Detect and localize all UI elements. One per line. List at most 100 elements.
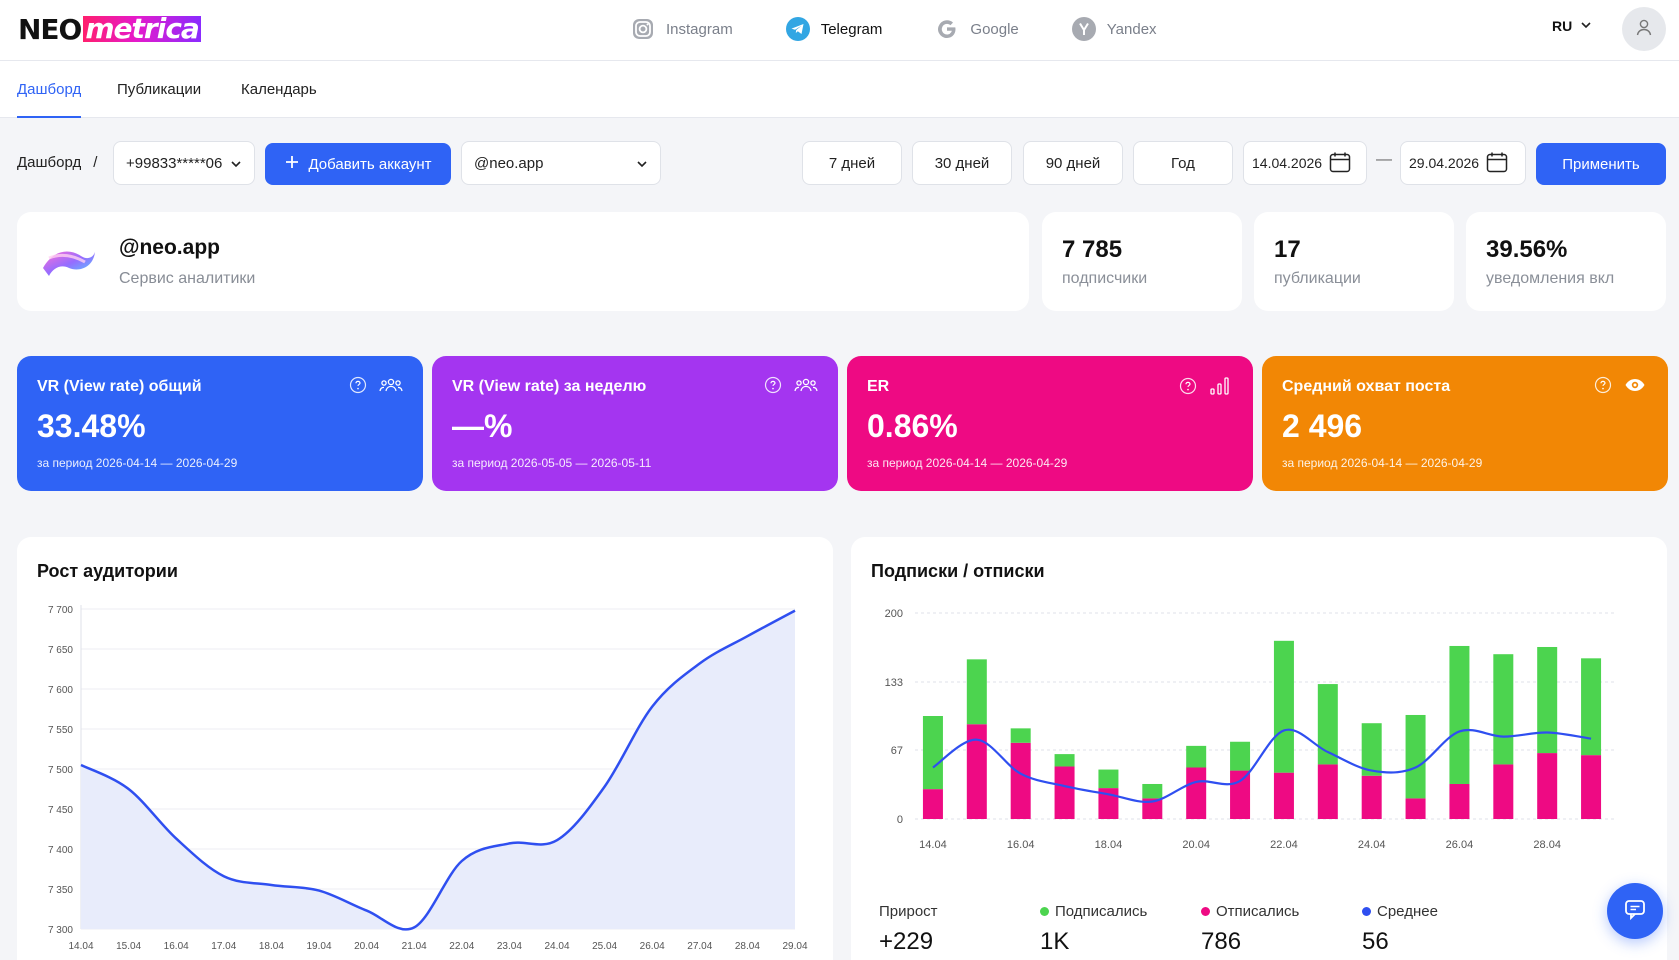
tab-publications[interactable]: Публикации	[117, 81, 202, 98]
platform-instagram[interactable]: Instagram	[630, 14, 733, 44]
nav-tabs: Дашборд Публикации Календарь	[0, 61, 1679, 118]
google-icon	[934, 16, 960, 42]
date-to-value: 29.04.2026	[1409, 155, 1480, 171]
x-tick-label: 26.04	[640, 941, 665, 952]
period-7-days-button[interactable]: 7 дней	[802, 141, 902, 185]
telegram-icon	[785, 16, 811, 42]
x-tick-label: 28.04	[735, 941, 760, 952]
metric-value: —%	[452, 408, 513, 444]
legend-dot	[1362, 907, 1371, 916]
apply-button[interactable]: Применить	[1536, 143, 1666, 185]
add-account-button[interactable]: Добавить аккаунт	[265, 143, 451, 185]
legend-value: +229	[879, 928, 934, 955]
period-30-days-button[interactable]: 30 дней	[912, 141, 1012, 185]
stat-value: 39.56%	[1486, 236, 1568, 263]
bar-unsubscribed	[1054, 766, 1075, 819]
metric-title: VR (View rate) за неделю	[452, 378, 647, 395]
bar-subscribed	[1493, 654, 1514, 765]
legend-dot	[1201, 907, 1210, 916]
metric-period: за период 2026-05-05 — 2026-05-11	[452, 456, 652, 470]
bar-subscribed	[1317, 684, 1338, 765]
y-tick-label: 7 650	[48, 645, 73, 656]
platform-google[interactable]: Google	[934, 14, 1019, 44]
bar-unsubscribed	[1230, 770, 1251, 819]
bar-unsubscribed	[1405, 798, 1426, 819]
growth-chart-title: Рост аудитории	[37, 561, 178, 581]
account-select[interactable]: @neo.app	[461, 141, 661, 185]
bar-unsubscribed	[1537, 753, 1558, 819]
metric-er: ER 0.86% за период 2026-04-14 — 2026-04-…	[847, 356, 1253, 491]
date-range-dash: —	[1376, 151, 1392, 168]
help-icon[interactable]	[1594, 376, 1612, 399]
tab-dashboard[interactable]: Дашборд	[17, 61, 82, 118]
bar-unsubscribed	[1581, 755, 1602, 819]
plus-icon	[284, 154, 300, 174]
legend-subscribed[interactable]: Подписались 1K	[1040, 903, 1147, 956]
bar-unsubscribed	[922, 789, 943, 819]
date-from-value: 14.04.2026	[1252, 155, 1323, 171]
x-tick-label: 14.04	[68, 941, 93, 952]
bar-subscribed	[1054, 754, 1075, 767]
metric-period: за период 2026-04-14 — 2026-04-29	[867, 456, 1068, 470]
y-tick-label: 7 450	[48, 805, 73, 816]
legend-unsubscribed[interactable]: Отписались 786	[1201, 903, 1299, 956]
account-card: @neo.app Сервис аналитики	[17, 212, 1029, 311]
account-value: @neo.app	[474, 154, 544, 172]
stat-notifications: 39.56% уведомления вкл	[1466, 212, 1666, 311]
calendar-icon	[1485, 150, 1509, 177]
y-tick-label: 7 350	[48, 885, 73, 896]
bar-subscribed	[1581, 658, 1602, 756]
platform-telegram[interactable]: Telegram	[785, 14, 882, 44]
legend-value: 56	[1362, 928, 1389, 955]
user-icon	[1634, 17, 1654, 42]
x-tick-label: 23.04	[497, 941, 522, 952]
y-tick-label: 7 300	[48, 925, 73, 936]
bar-subscribed	[1405, 714, 1426, 799]
language-select[interactable]: RU	[1552, 18, 1592, 34]
y-tick-label: 133	[885, 677, 903, 689]
help-icon[interactable]	[1179, 377, 1197, 400]
help-icon[interactable]	[764, 376, 782, 399]
x-tick-label: 14.04	[919, 839, 947, 851]
date-to-field[interactable]: 29.04.2026	[1400, 141, 1526, 185]
bar-unsubscribed	[1449, 783, 1470, 819]
x-tick-label: 20.04	[354, 941, 379, 952]
bar-subscribed	[1449, 645, 1470, 784]
period-year-button[interactable]: Год	[1133, 141, 1233, 185]
avatar[interactable]	[1622, 7, 1666, 51]
subs-chart-card: Подписки / отписки 200 133 67 0 14.04 16.04 18…	[851, 537, 1667, 960]
x-tick-label: 18.04	[259, 941, 284, 952]
platform-yandex[interactable]: Yandex	[1071, 14, 1157, 44]
x-tick-label: 29.04	[782, 941, 807, 952]
platform-switcher: Instagram Telegram Google Yandex	[630, 14, 1209, 44]
stat-subscribers: 7 785 подписчики	[1042, 212, 1242, 311]
tab-calendar[interactable]: Календарь	[241, 81, 317, 98]
bar-subscribed	[1098, 769, 1119, 789]
bar-subscribed	[1010, 728, 1031, 743]
y-tick-label: 0	[897, 814, 903, 826]
chevron-down-icon	[636, 157, 648, 174]
date-from-field[interactable]: 14.04.2026	[1243, 141, 1367, 185]
metric-value: 0.86%	[867, 408, 958, 444]
y-tick-label: 7 600	[48, 685, 73, 696]
period-90-days-button[interactable]: 90 дней	[1023, 141, 1123, 185]
chat-button[interactable]	[1607, 883, 1663, 939]
bar-unsubscribed	[1273, 772, 1294, 819]
average-line	[932, 728, 1592, 803]
legend-label: Подписались	[1055, 903, 1148, 920]
bar-unsubscribed	[1317, 764, 1338, 819]
chevron-down-icon	[230, 157, 242, 174]
bar-subscribed	[922, 716, 943, 790]
bar-subscribed	[1142, 783, 1163, 799]
phone-select[interactable]: +99833*****06	[113, 141, 255, 185]
help-icon[interactable]	[349, 376, 367, 399]
chevron-down-icon	[1580, 18, 1592, 34]
x-tick-label: 16.04	[1007, 839, 1035, 851]
breadcrumb-item[interactable]: Дашборд	[17, 154, 82, 171]
legend-average[interactable]: Среднее 56	[1362, 903, 1438, 956]
platform-label: Google	[970, 20, 1019, 38]
bar-subscribed	[966, 659, 987, 725]
legend-value: 1K	[1040, 928, 1070, 955]
x-tick-label: 15.04	[116, 941, 141, 952]
logo[interactable]: NEO metrica	[18, 13, 201, 46]
